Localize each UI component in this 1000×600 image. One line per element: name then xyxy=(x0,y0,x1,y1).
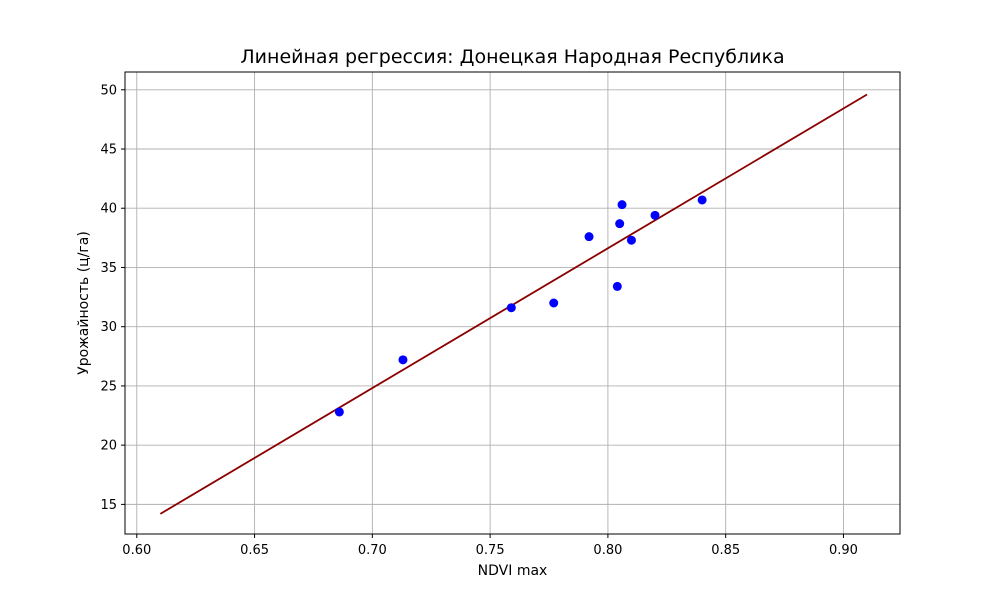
x-tick-label: 0.75 xyxy=(476,543,505,558)
y-axis-label: Урожайность (ц/га) xyxy=(76,231,92,375)
y-tick-label: 20 xyxy=(100,439,117,454)
y-tick-label: 35 xyxy=(100,261,117,276)
scatter-point xyxy=(650,210,660,220)
y-tick-label: 25 xyxy=(100,379,117,394)
y-tick-label: 50 xyxy=(100,83,117,98)
y-tick-label: 30 xyxy=(100,320,117,335)
x-tick-label: 0.85 xyxy=(711,543,740,558)
x-tick-label: 0.65 xyxy=(240,543,269,558)
scatter-point xyxy=(626,235,636,245)
scatter-point xyxy=(697,195,707,205)
plot-data xyxy=(159,93,868,515)
scatter-point xyxy=(584,232,594,242)
grid xyxy=(125,72,900,534)
x-tick-label: 0.80 xyxy=(593,543,622,558)
x-tick-label: 0.60 xyxy=(122,543,151,558)
scatter-point xyxy=(398,355,408,365)
scatter-point xyxy=(612,281,622,291)
x-tick-label: 0.90 xyxy=(829,543,858,558)
y-tick-label: 15 xyxy=(100,498,117,513)
scatter-point xyxy=(334,407,344,417)
x-tick-label: 0.70 xyxy=(358,543,387,558)
scatter-point xyxy=(506,303,516,313)
scatter-point xyxy=(549,298,559,308)
scatter-point xyxy=(617,200,627,210)
y-tick-label: 45 xyxy=(100,143,117,158)
chart-title: Линейная регрессия: Донецкая Народная Ре… xyxy=(240,46,784,68)
scatter-point xyxy=(615,219,625,229)
x-axis-label: NDVI max xyxy=(478,563,548,579)
axis-ticks: 0.60 0.65 0.70 0.75 0.80 0.85 0.90 15 20 25 30 35 40… xyxy=(100,83,857,558)
plot-frame xyxy=(124,71,901,535)
y-tick-label: 40 xyxy=(100,202,117,217)
